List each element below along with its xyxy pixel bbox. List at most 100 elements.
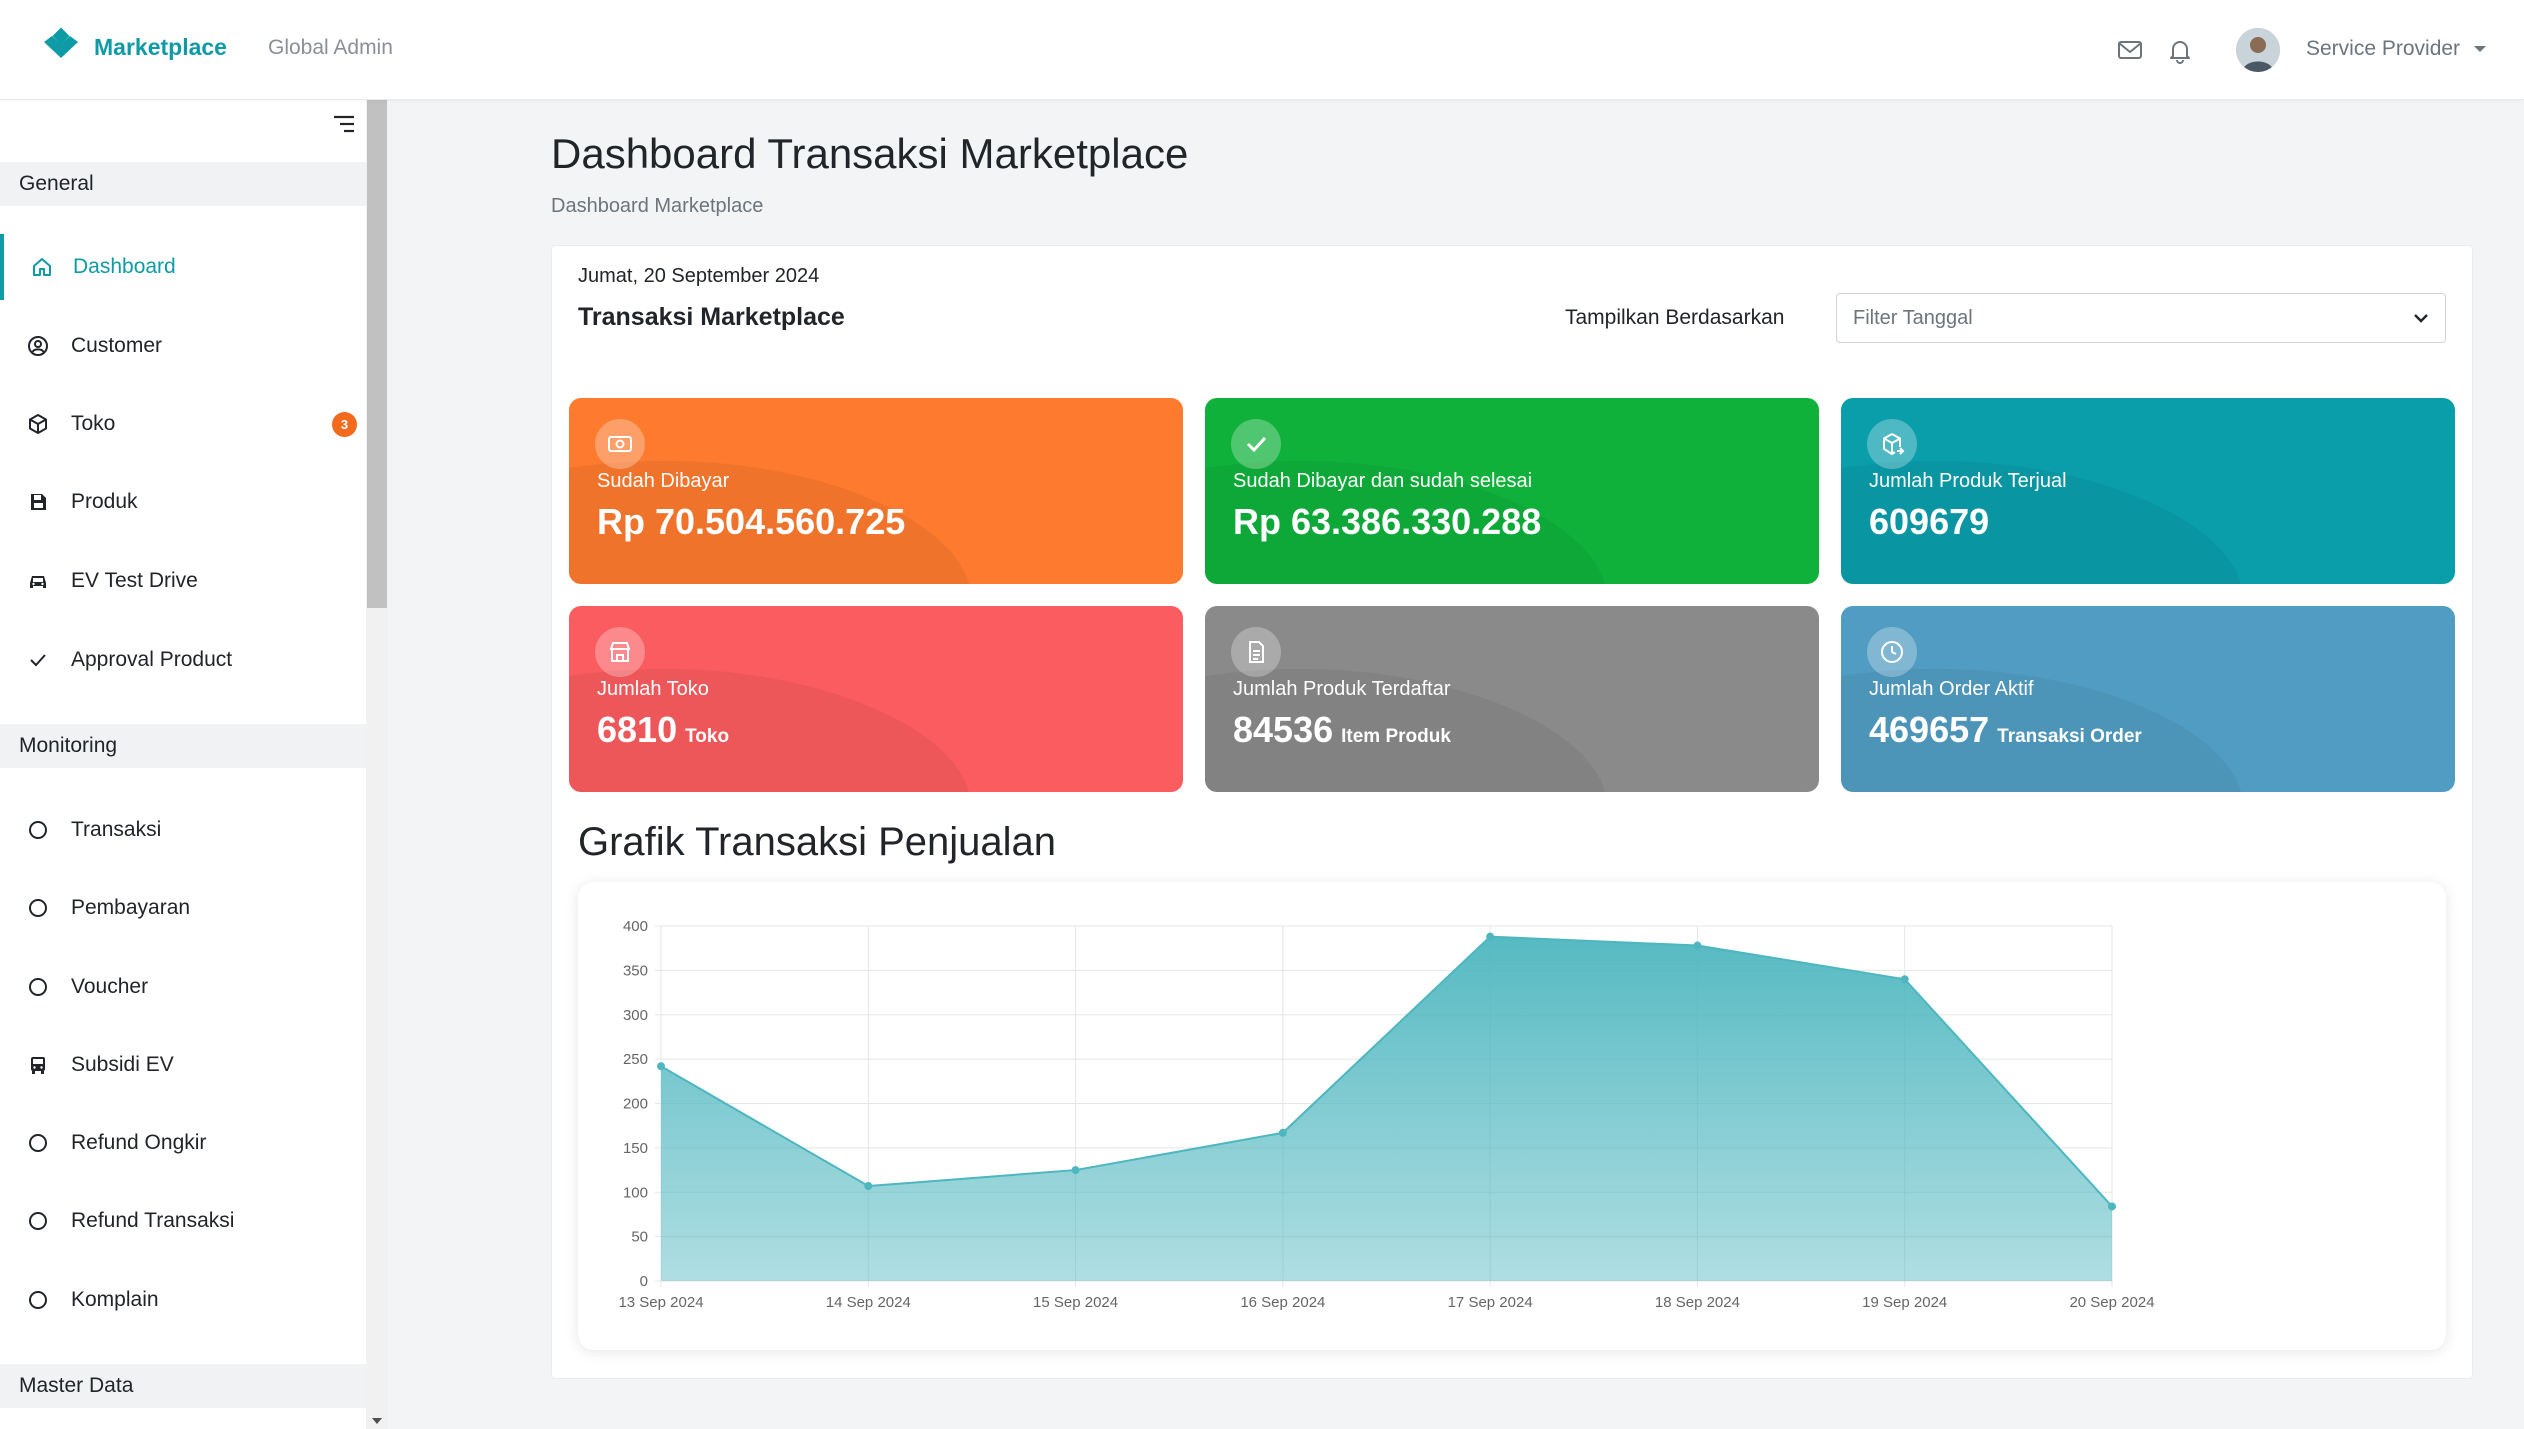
sidebar-item-label: Transaksi — [71, 818, 162, 841]
sales-area-chart: 0 50 100 150 200 250 300 350 400 13 Sep 2024 14 S… — [618, 918, 2154, 1311]
sidebar-item-toko[interactable]: Toko 3 — [0, 391, 366, 457]
card-decoration — [569, 668, 969, 792]
header-subtitle: Global Admin — [268, 36, 393, 59]
scroll-down-arrow-icon[interactable] — [372, 1418, 382, 1424]
stat-card-order-aktif: Jumlah Order Aktif 469657 Transaksi Order — [1841, 606, 2455, 792]
sidebar-item-label: Refund Ongkir — [71, 1131, 207, 1154]
card-decoration — [569, 460, 969, 584]
sidebar-item-customer[interactable]: Customer — [0, 313, 366, 379]
series-area — [661, 936, 2112, 1281]
x-tick-label: 17 Sep 2024 — [1448, 1294, 1533, 1311]
user-name[interactable]: Service Provider — [2306, 37, 2461, 60]
stat-label: Jumlah Toko — [597, 678, 709, 700]
sidebar-item-label: Subsidi EV — [71, 1053, 174, 1076]
sidebar-item-label: Approval Product — [71, 648, 233, 671]
user-avatar[interactable] — [2236, 28, 2280, 72]
card-decoration — [1841, 460, 2241, 584]
sidebar-item-pembayaran[interactable]: Pembayaran — [0, 875, 366, 941]
stat-card-produk-terjual: Jumlah Produk Terjual 609679 — [1841, 398, 2455, 584]
sidebar-item-dashboard[interactable]: Dashboard — [0, 234, 366, 300]
x-tick-label: 16 Sep 2024 — [1240, 1294, 1325, 1311]
sidebar-item-refund-ongkir[interactable]: Refund Ongkir — [0, 1110, 366, 1176]
sidebar-item-label: Komplain — [71, 1288, 159, 1311]
card-title: Transaksi Marketplace — [578, 303, 845, 331]
sidebar-item-komplain[interactable]: Komplain — [0, 1267, 366, 1333]
y-tick-label: 350 — [623, 962, 648, 979]
data-point — [1693, 941, 1702, 950]
sidebar-item-label: Toko — [71, 412, 116, 435]
card-decoration — [1205, 460, 1605, 584]
y-tick-label: 150 — [623, 1140, 648, 1157]
current-date: Jumat, 20 September 2024 — [578, 265, 820, 287]
stat-card-sudah-dibayar: Sudah Dibayar Rp 70.504.560.725 — [569, 398, 1183, 584]
data-point — [657, 1062, 665, 1071]
brand-logo[interactable]: Marketplace — [40, 26, 227, 68]
x-tick-label: 18 Sep 2024 — [1655, 1294, 1740, 1311]
date-filter-select[interactable]: Filter Tanggal — [1836, 293, 2446, 343]
sidebar-item-ev-test-drive[interactable]: EV Test Drive — [0, 548, 366, 614]
brand-name: Marketplace — [94, 33, 227, 60]
sidebar-item-label: Customer — [71, 334, 163, 357]
sidebar-item-label: EV Test Drive — [71, 569, 198, 592]
sidebar-item-refund-transaksi[interactable]: Refund Transaksi — [0, 1188, 366, 1254]
x-tick-label: 20 Sep 2024 — [2069, 1294, 2154, 1311]
stat-label: Sudah Dibayar dan sudah selesai — [1233, 470, 1533, 492]
stat-value: 84536 Item Produk — [1233, 709, 1451, 750]
series-line — [660, 935, 2113, 1208]
x-tick-label: 13 Sep 2024 — [618, 1294, 703, 1311]
sidebar-section-master-data: Master Data — [0, 1364, 366, 1408]
data-point — [1071, 1166, 1080, 1175]
top-navbar: Marketplace Global Admin Service Provide… — [0, 0, 2524, 100]
car-icon — [30, 576, 46, 588]
document-icon — [1231, 627, 1281, 677]
filter-label: Tampilkan Berdasarkan — [1565, 306, 1785, 329]
y-tick-label: 100 — [623, 1184, 648, 1201]
bell-icon[interactable] — [2166, 36, 2194, 64]
chevron-down-icon — [2414, 314, 2428, 323]
sidebar-item-voucher[interactable]: Voucher — [0, 954, 366, 1020]
card-decoration — [1841, 668, 2241, 792]
sidebar: General Dashboard Customer Toko 3 Produk… — [0, 100, 366, 1429]
money-icon — [595, 419, 645, 469]
bus-icon — [31, 1057, 45, 1074]
sidebar-item-approval-product[interactable]: Approval Product — [0, 627, 366, 693]
stat-value: 6810 Toko — [597, 709, 730, 750]
stat-value: Rp 70.504.560.725 — [597, 501, 906, 542]
sidebar-item-label: Dashboard — [73, 255, 176, 278]
stat-label: Jumlah Produk Terdaftar — [1233, 678, 1451, 700]
check-icon — [1231, 419, 1281, 469]
sidebar-item-transaksi[interactable]: Transaksi — [0, 797, 366, 863]
sidebar-scrollbar-thumb[interactable] — [367, 100, 387, 608]
y-tick-label: 300 — [623, 1007, 648, 1024]
notification-badge: 3 — [332, 411, 357, 437]
sidebar-item-produk[interactable]: Produk — [0, 469, 366, 535]
stat-value: 469657 Transaksi Order — [1869, 709, 2142, 750]
stat-label: Jumlah Produk Terjual — [1869, 470, 2067, 492]
sidebar-item-label: Refund Transaksi — [71, 1209, 235, 1232]
menu-toggle-icon[interactable] — [332, 114, 356, 134]
chart-title: Grafik Transaksi Penjualan — [578, 820, 1057, 864]
circle-icon — [29, 1212, 47, 1230]
user-circle-icon — [28, 336, 48, 356]
circle-icon — [29, 978, 47, 996]
check-icon — [30, 654, 46, 667]
sidebar-item-label: Produk — [71, 490, 138, 513]
data-point — [1900, 975, 1909, 984]
y-tick-label: 200 — [623, 1096, 648, 1113]
circle-icon — [29, 1134, 47, 1152]
filter-placeholder: Filter Tanggal — [1853, 307, 1973, 329]
stat-label: Jumlah Order Aktif — [1869, 678, 2034, 700]
stat-card-jumlah-toko: Jumlah Toko 6810 Toko — [569, 606, 1183, 792]
store-icon — [595, 627, 645, 677]
x-tick-label: 15 Sep 2024 — [1033, 1294, 1118, 1311]
sidebar-item-subsidi-ev[interactable]: Subsidi EV — [0, 1032, 366, 1098]
envelope-icon[interactable] — [2116, 36, 2144, 64]
chevron-down-icon[interactable] — [2474, 46, 2486, 52]
sidebar-section-general: General — [0, 162, 366, 206]
y-tick-label: 50 — [631, 1229, 648, 1246]
data-point — [864, 1182, 873, 1191]
sidebar-item-label: Voucher — [71, 975, 149, 998]
circle-icon — [29, 899, 47, 917]
box-arrow-icon — [1867, 419, 1917, 469]
y-tick-label: 400 — [623, 918, 648, 935]
